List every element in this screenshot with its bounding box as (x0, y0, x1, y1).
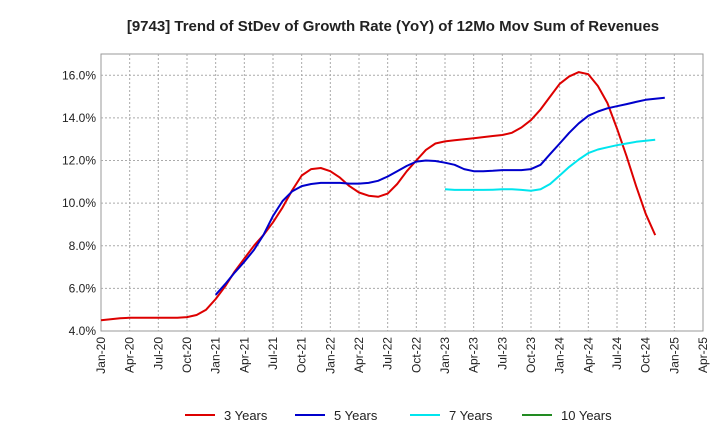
x-tick-label: Jul-20 (151, 337, 165, 370)
chart-title: [9743] Trend of StDev of Growth Rate (Yo… (127, 18, 659, 35)
x-tick-label: Oct-20 (180, 337, 194, 373)
x-tick-label: Jan-23 (438, 337, 452, 374)
x-tick-label: Oct-23 (524, 337, 538, 373)
series-lines (100, 71, 665, 322)
legend-label: 7 Years (449, 408, 493, 423)
y-tick-label: 14.0% (62, 111, 96, 125)
x-tick-label: Apr-24 (581, 337, 595, 373)
legend-label: 10 Years (561, 408, 612, 423)
x-tick-label: Apr-20 (123, 337, 137, 373)
grid (101, 54, 703, 331)
series-line-7-years (444, 138, 656, 192)
y-axis: 4.0% 6.0% 8.0% 10.0% 12.0% 14.0% 16.0% (62, 68, 96, 338)
x-tick-label: Oct-22 (409, 337, 423, 373)
x-tick-label: Jul-24 (610, 337, 624, 370)
x-tick-label: Apr-23 (467, 337, 481, 373)
legend-label: 5 Years (334, 408, 378, 423)
series-line-5-years (214, 96, 665, 296)
x-tick-label: Jan-21 (209, 337, 223, 374)
x-tick-label: Oct-21 (295, 337, 309, 373)
x-tick-label: Jan-22 (323, 337, 337, 374)
x-tick-label: Apr-22 (352, 337, 366, 373)
x-tick-label: Jul-23 (495, 337, 509, 370)
y-tick-label: 6.0% (69, 281, 97, 295)
x-tick-label: Apr-25 (696, 337, 710, 373)
x-axis: Jan-20 Apr-20 Jul-20 Oct-20 Jan-21 Apr-21 Jul-… (94, 337, 710, 374)
plot-area (100, 53, 704, 332)
x-tick-label: Jul-22 (381, 337, 395, 370)
series-line-3-years (100, 71, 657, 322)
x-tick-label: Jan-20 (94, 337, 108, 374)
y-tick-label: 8.0% (69, 239, 97, 253)
x-tick-label: Jul-21 (266, 337, 280, 370)
legend: 3 Years 5 Years 7 Years 10 Years (185, 408, 612, 423)
y-tick-label: 12.0% (62, 154, 96, 168)
x-tick-label: Jan-25 (667, 337, 681, 374)
x-tick-label: Apr-21 (237, 337, 251, 373)
y-tick-label: 16.0% (62, 68, 96, 82)
y-tick-label: 10.0% (62, 196, 96, 210)
y-tick-label: 4.0% (69, 324, 97, 338)
x-tick-label: Jan-24 (553, 337, 567, 374)
x-tick-label: Oct-24 (639, 337, 653, 373)
legend-label: 3 Years (224, 408, 268, 423)
